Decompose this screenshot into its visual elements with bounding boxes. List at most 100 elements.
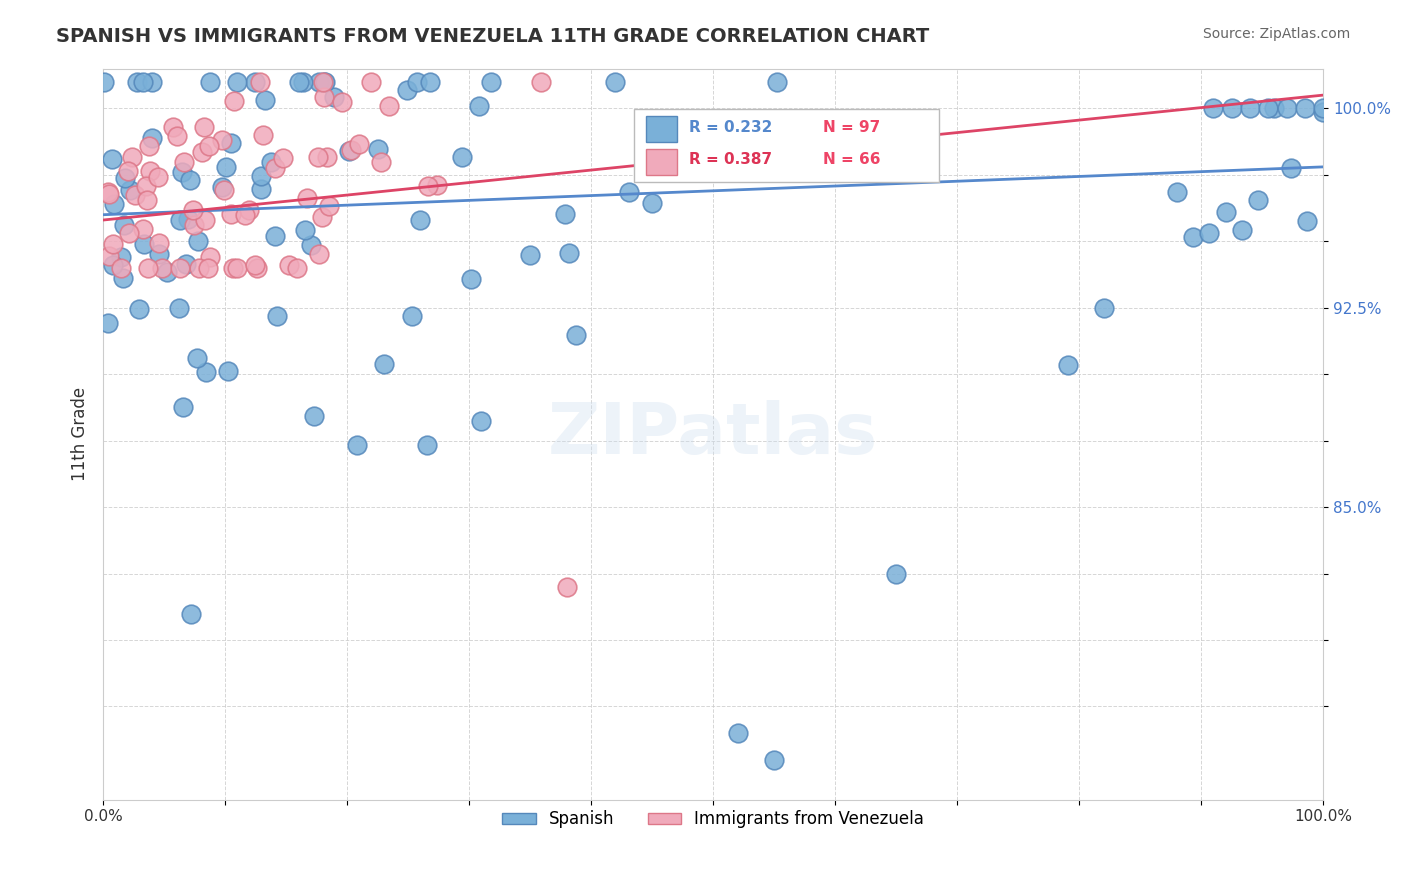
Point	[180, 607, 202, 621]
Point	[1056, 358, 1078, 372]
Point	[173, 154, 195, 169]
Point	[174, 257, 197, 271]
Point	[406, 75, 429, 89]
Point	[727, 726, 749, 740]
Point	[312, 75, 335, 89]
Text: ZIPatlas: ZIPatlas	[548, 400, 879, 468]
FancyBboxPatch shape	[647, 116, 676, 142]
Point	[337, 144, 360, 158]
Point	[114, 171, 136, 186]
Point	[373, 357, 395, 371]
Point	[169, 260, 191, 275]
Point	[103, 196, 125, 211]
Point	[117, 163, 139, 178]
Point	[266, 309, 288, 323]
Point	[97, 316, 120, 330]
Point	[330, 95, 353, 109]
Point	[101, 152, 124, 166]
Point	[170, 164, 193, 178]
Point	[211, 179, 233, 194]
Point	[217, 364, 239, 378]
Point	[311, 210, 333, 224]
Point	[198, 75, 221, 89]
Point	[312, 90, 335, 104]
Point	[1182, 230, 1205, 244]
Point	[1312, 102, 1334, 116]
Point	[118, 226, 141, 240]
Point	[135, 194, 157, 208]
Point	[451, 150, 474, 164]
Point	[112, 271, 135, 285]
Text: Source: ZipAtlas.com: Source: ZipAtlas.com	[1202, 27, 1350, 41]
Point	[377, 99, 399, 113]
Point	[125, 75, 148, 89]
Point	[132, 222, 155, 236]
Point	[156, 265, 179, 279]
Point	[347, 137, 370, 152]
Point	[194, 365, 217, 379]
Point	[1198, 227, 1220, 241]
Point	[186, 351, 208, 365]
Point	[121, 150, 143, 164]
Point	[555, 580, 578, 594]
Point	[166, 129, 188, 144]
Point	[314, 75, 336, 89]
Point	[198, 250, 221, 264]
Point	[285, 260, 308, 275]
Text: N = 97: N = 97	[823, 120, 880, 135]
Point	[1166, 185, 1188, 199]
Point	[295, 191, 318, 205]
Point	[250, 169, 273, 183]
Point	[1220, 102, 1243, 116]
Text: R = 0.387: R = 0.387	[689, 153, 772, 168]
Point	[370, 155, 392, 169]
Point	[219, 207, 242, 221]
Point	[245, 258, 267, 272]
Point	[124, 188, 146, 202]
Point	[1312, 105, 1334, 120]
Point	[367, 142, 389, 156]
Point	[112, 219, 135, 233]
Point	[222, 260, 245, 275]
Point	[215, 161, 238, 175]
Point	[211, 133, 233, 147]
Point	[291, 75, 314, 89]
Point	[308, 150, 330, 164]
Point	[219, 136, 242, 150]
Point	[135, 178, 157, 193]
Point	[1275, 102, 1298, 116]
Point	[1294, 102, 1316, 116]
Point	[304, 409, 326, 424]
Point	[1092, 301, 1115, 315]
Point	[249, 182, 271, 196]
Point	[294, 222, 316, 236]
Point	[1279, 161, 1302, 176]
Text: N = 66: N = 66	[823, 153, 880, 168]
Point	[763, 753, 786, 767]
Point	[346, 438, 368, 452]
Point	[617, 186, 640, 200]
Point	[132, 237, 155, 252]
Point	[150, 260, 173, 275]
Point	[554, 207, 576, 221]
Point	[308, 246, 330, 260]
Point	[110, 251, 132, 265]
Point	[1230, 223, 1253, 237]
FancyBboxPatch shape	[634, 109, 939, 182]
Point	[194, 212, 217, 227]
Point	[132, 75, 155, 89]
Point	[264, 229, 287, 244]
Point	[225, 260, 247, 275]
Point	[1296, 213, 1319, 227]
Point	[191, 145, 214, 160]
Point	[252, 128, 274, 142]
Point	[408, 213, 430, 227]
Point	[193, 120, 215, 135]
Point	[519, 248, 541, 262]
Point	[118, 183, 141, 197]
Point	[197, 260, 219, 275]
Point	[273, 151, 295, 165]
Point	[246, 260, 269, 275]
Point	[884, 566, 907, 581]
Point	[233, 208, 256, 222]
